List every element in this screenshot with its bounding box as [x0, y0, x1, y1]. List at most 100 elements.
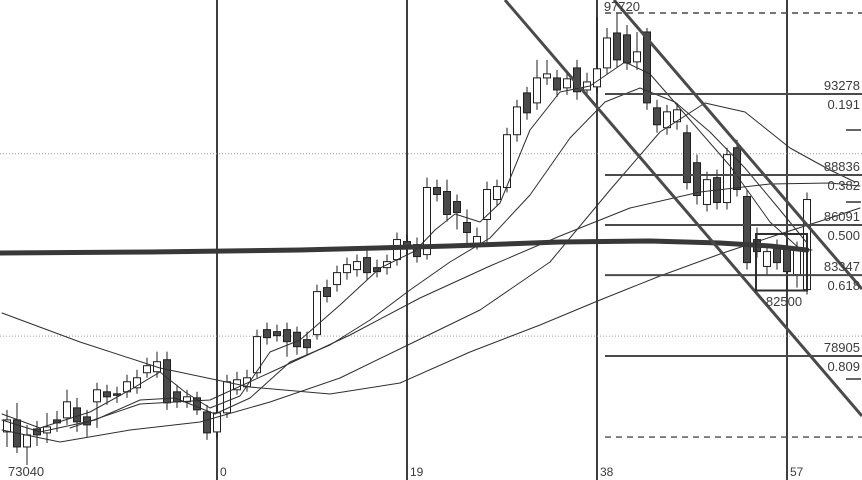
- candle: [363, 249, 371, 280]
- candle: [173, 384, 181, 408]
- candle: [93, 382, 101, 428]
- candle: [693, 154, 701, 205]
- bullish-candle-body: [593, 68, 601, 88]
- bullish-candle-body: [133, 377, 141, 389]
- bearish-candle-body: [453, 201, 461, 213]
- bearish-candle-body: [653, 107, 661, 126]
- candle: [543, 59, 551, 85]
- bullish-candle-body: [663, 111, 671, 129]
- ma-fast-line: [1, 61, 813, 429]
- bearish-candle-body: [613, 32, 621, 61]
- candle: [213, 404, 221, 438]
- candle: [673, 102, 681, 130]
- fib-ratio-label: 0.809: [827, 359, 860, 374]
- candle: [593, 17, 601, 93]
- bearish-candle-body: [113, 393, 121, 396]
- candle: [353, 254, 361, 277]
- bearish-candle-body: [173, 391, 181, 403]
- bearish-candle-body: [773, 247, 781, 264]
- bearish-candle-body: [273, 331, 281, 337]
- trend-channel-line[interactable]: [612, 0, 862, 290]
- bearish-candle-body: [323, 287, 331, 298]
- bullish-candle-body: [213, 412, 221, 433]
- candle: [643, 27, 651, 110]
- bullish-candle-body: [63, 401, 71, 419]
- bullish-candle-body: [353, 261, 361, 271]
- bullish-candle-body: [23, 434, 31, 448]
- bullish-candle-body: [93, 389, 101, 403]
- candle: [323, 279, 331, 303]
- bearish-candle-body: [523, 92, 531, 114]
- candle: [533, 59, 541, 110]
- bearish-candle-body: [103, 391, 111, 398]
- bearish-candle-body: [443, 191, 451, 215]
- bullish-candle-body: [343, 264, 351, 274]
- x-axis-bar-label: 38: [600, 465, 614, 479]
- candle: [143, 357, 151, 378]
- ma-200-thin-line: [1, 207, 861, 395]
- x-axis-bar-label: 19: [410, 465, 424, 479]
- bearish-candle-body: [463, 222, 471, 234]
- fib-price-label: 88836: [824, 159, 860, 174]
- ma-medium-line: [1, 87, 808, 433]
- bearish-candle-body: [643, 31, 651, 104]
- fib-price-label: 93278: [824, 78, 860, 93]
- price-zone-box[interactable]: [755, 232, 808, 292]
- bearish-candle-body: [733, 147, 741, 190]
- bearish-candle-body: [193, 397, 201, 411]
- candle: [493, 179, 501, 207]
- fib-ratio-label: 0.382: [827, 178, 860, 193]
- bullish-candle-body: [3, 419, 11, 433]
- bullish-candle-body: [253, 336, 261, 374]
- candle: [163, 351, 171, 410]
- bearish-candle-body: [693, 162, 701, 197]
- bullish-candle-body: [493, 186, 501, 201]
- candle: [273, 324, 281, 342]
- candle: [413, 237, 421, 263]
- candle: [743, 189, 751, 270]
- bullish-candle-body: [483, 188, 491, 220]
- bullish-candle-body: [313, 291, 321, 336]
- candle: [443, 179, 451, 222]
- bullish-candle-body: [183, 396, 191, 403]
- candle: [403, 234, 411, 255]
- candle: [553, 69, 561, 97]
- candle: [343, 257, 351, 280]
- bearish-candle-body: [203, 411, 211, 434]
- candle: [283, 322, 291, 357]
- candle: [33, 420, 41, 446]
- candle: [603, 27, 611, 74]
- candle: [263, 322, 271, 345]
- candle: [303, 331, 311, 355]
- candle: [763, 244, 771, 275]
- bearish-candle-body: [373, 267, 381, 273]
- candle: [733, 139, 741, 197]
- bullish-candle-body: [603, 37, 611, 69]
- bearish-candle-body: [263, 329, 271, 339]
- left-low-price-label: 73040: [8, 464, 44, 479]
- candle: [463, 209, 471, 245]
- fib-price-label: 86091: [824, 209, 860, 224]
- candle: [133, 369, 141, 394]
- bullish-candle-body: [513, 106, 521, 136]
- bullish-candle-body: [503, 134, 511, 188]
- ma-100-line: [69, 182, 861, 429]
- candle: [103, 384, 111, 405]
- candle: [523, 86, 531, 120]
- bearish-candle-body: [623, 34, 631, 64]
- candle: [313, 284, 321, 340]
- trend-channel-line[interactable]: [503, 0, 862, 417]
- candle: [683, 124, 691, 190]
- candle: [123, 374, 131, 398]
- candle: [183, 389, 191, 408]
- bullish-candle-body: [563, 78, 571, 89]
- bearish-candle-body: [683, 132, 691, 184]
- bearish-candle-body: [553, 77, 561, 91]
- candle: [513, 99, 521, 142]
- fib-high-price-label: 97720: [604, 0, 640, 14]
- bearish-candle-body: [293, 331, 301, 348]
- candle: [373, 259, 381, 278]
- ma-slow-50-line: [1, 102, 856, 443]
